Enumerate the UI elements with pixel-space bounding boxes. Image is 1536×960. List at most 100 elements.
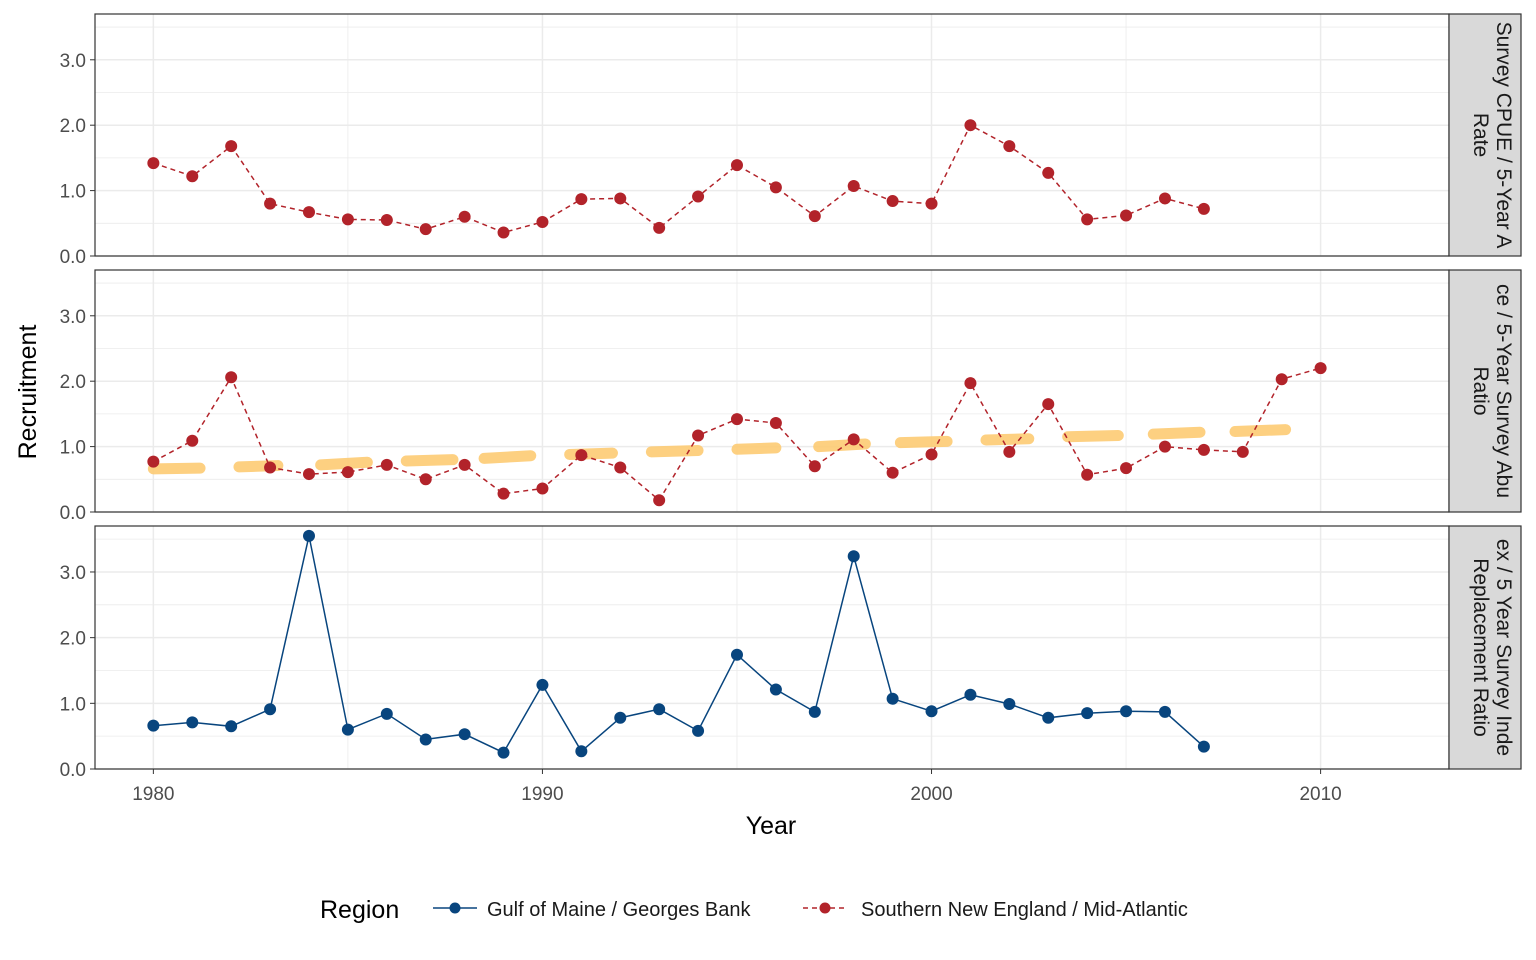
data-point-sne-1981 (186, 170, 199, 183)
legend-key-sne-marker (819, 902, 831, 914)
data-point-sne-1998 (847, 433, 860, 446)
data-point-gom-2004 (1081, 707, 1094, 720)
data-point-gom-1992 (614, 711, 627, 724)
data-point-gom-1987 (419, 733, 432, 746)
threshold-segment-14 (1229, 424, 1292, 438)
data-point-sne-2006 (1158, 440, 1171, 453)
y-tick-label: 2.0 (60, 372, 86, 393)
x-tick-label: 1990 (521, 784, 563, 805)
data-point-sne-2000 (925, 448, 938, 461)
data-point-gom-1999 (886, 692, 899, 705)
legend-label-sne: Southern New England / Mid-Atlantic (861, 899, 1188, 921)
panel-background (95, 14, 1449, 256)
data-point-gom-2001 (964, 688, 977, 701)
data-point-sne-1993 (653, 221, 666, 234)
threshold-segment-5 (478, 450, 537, 464)
data-point-sne-1986 (380, 214, 393, 227)
data-point-sne-1982 (225, 371, 238, 384)
data-point-gom-1993 (653, 703, 666, 716)
panel-background (95, 526, 1449, 769)
data-point-gom-1985 (341, 723, 354, 736)
facet-panel-3: 0.0 1.0 2.0 3.0 ex / 5 Year Survey IndeRepla… (60, 525, 1522, 805)
data-point-sne-1988 (458, 458, 471, 471)
data-point-gom-2005 (1120, 705, 1133, 718)
threshold-segment-10 (894, 435, 953, 449)
threshold-segment-3 (315, 456, 373, 471)
data-point-sne-2002 (1003, 140, 1016, 153)
facet-strip-text: Ratio (1469, 366, 1492, 415)
data-point-sne-1993 (653, 494, 666, 507)
data-point-sne-1989 (497, 226, 510, 239)
y-tick-label: 2.0 (60, 116, 86, 137)
data-point-sne-2004 (1081, 213, 1094, 226)
x-axis-title: Year (746, 812, 797, 840)
data-point-sne-1999 (886, 195, 899, 208)
data-point-sne-1984 (302, 206, 315, 219)
data-point-sne-1990 (536, 215, 549, 228)
data-point-gom-1980 (147, 719, 160, 732)
data-point-sne-2002 (1003, 445, 1016, 458)
data-point-sne-1981 (186, 434, 199, 447)
data-point-sne-1983 (264, 197, 277, 210)
data-point-sne-2003 (1042, 398, 1055, 411)
x-tick-label: 2010 (1299, 784, 1341, 805)
data-point-sne-2003 (1042, 166, 1055, 179)
threshold-segment-4 (400, 454, 459, 467)
threshold-segment-8 (731, 442, 782, 455)
data-point-sne-1992 (614, 461, 627, 474)
y-tick-label: 3.0 (60, 51, 86, 72)
data-point-sne-2004 (1081, 468, 1094, 481)
data-point-gom-1995 (730, 648, 743, 661)
data-point-sne-1997 (808, 210, 821, 223)
y-tick-label: 3.0 (60, 563, 86, 584)
data-point-gom-1989 (497, 746, 510, 759)
data-point-sne-2007 (1197, 202, 1210, 215)
facet-panels: 0.01.02.03.0 Survey CPUE / 5-Year ARate0.… (60, 13, 1522, 805)
data-point-sne-2006 (1158, 192, 1171, 205)
y-tick-label: 3.0 (60, 307, 86, 328)
data-point-sne-1982 (225, 140, 238, 153)
data-point-sne-1992 (614, 192, 627, 205)
data-point-sne-2005 (1120, 209, 1133, 222)
facet-strip-text: ce / 5-Year Survey Abu (1492, 284, 1515, 498)
data-point-gom-1983 (264, 703, 277, 716)
data-point-gom-2000 (925, 705, 938, 718)
x-tick-label: 1980 (132, 784, 174, 805)
data-point-gom-1981 (186, 716, 199, 729)
threshold-segment-7 (645, 445, 704, 458)
legend: Region Gulf of Maine / Georges Bank Sout… (320, 896, 1188, 924)
data-point-sne-2005 (1120, 462, 1133, 475)
data-point-sne-1983 (264, 461, 277, 474)
y-tick-label: 1.0 (60, 182, 86, 203)
threshold-segment-13 (1147, 426, 1206, 440)
data-point-sne-1991 (575, 193, 588, 206)
legend-key-gom-marker (449, 902, 461, 914)
data-point-gom-2003 (1042, 711, 1055, 724)
facet-strip-text: Rate (1469, 113, 1492, 157)
data-point-sne-1987 (419, 473, 432, 486)
threshold-segment-9 (813, 438, 871, 453)
data-point-gom-1998 (847, 550, 860, 563)
data-point-sne-1985 (341, 213, 354, 226)
panel-background (95, 270, 1449, 512)
data-point-gom-1994 (692, 724, 705, 737)
data-point-gom-1991 (575, 745, 588, 758)
data-point-sne-2010 (1314, 362, 1327, 375)
data-point-gom-1982 (225, 720, 238, 733)
data-point-sne-1984 (302, 468, 315, 481)
x-tick-label: 2000 (910, 784, 952, 805)
data-point-sne-1988 (458, 210, 471, 223)
facet-strip (1448, 13, 1522, 257)
data-point-gom-2002 (1003, 697, 1016, 710)
data-point-sne-2001 (964, 119, 977, 132)
y-tick-label: 0.0 (60, 503, 86, 524)
y-tick-label: 0.0 (60, 247, 86, 268)
legend-key-sne (803, 902, 847, 914)
data-point-gom-2006 (1158, 705, 1171, 718)
data-point-sne-1998 (847, 180, 860, 193)
y-axis-title: Recruitment (14, 325, 42, 460)
facet-strip (1448, 525, 1522, 770)
